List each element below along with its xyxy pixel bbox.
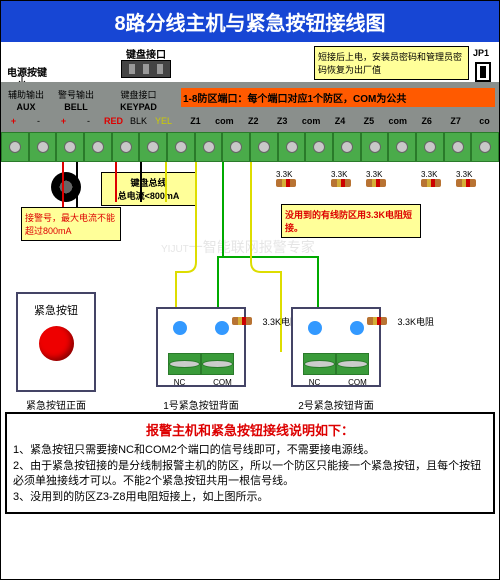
nc-label: NC bbox=[158, 378, 201, 387]
bell-section-label: 警号输出 bbox=[51, 88, 101, 101]
com2: com bbox=[297, 116, 326, 126]
emergency-button-front: 紧急按钮 bbox=[16, 292, 96, 392]
keypad-port-connector bbox=[121, 60, 171, 78]
red-button-icon bbox=[39, 326, 74, 361]
front-caption: 紧急按钮正面 bbox=[16, 397, 96, 412]
keypad-bus-note: 键盘总线 总电流<800mA bbox=[101, 172, 196, 206]
watermark: YIJUT一智能联网报警专家 bbox=[161, 237, 315, 257]
aux-section-label: 辅助输出 bbox=[1, 88, 51, 101]
z2: Z2 bbox=[239, 116, 268, 126]
aux-plus: + bbox=[1, 116, 26, 126]
com1: com bbox=[210, 116, 239, 126]
footer-item: 1、紧急按钮只需要接NC和COM2个端口的信号线即可，不需要接电源线。 bbox=[13, 443, 487, 457]
speaker-icon bbox=[51, 172, 81, 202]
zone-banner: 1-8防区端口：每个端口对应1个防区，COM为公共 bbox=[181, 88, 495, 107]
back2-caption: 2号紧急按钮背面 bbox=[286, 397, 386, 412]
bell-current-note: 接警号，最大电流不能超过800mA bbox=[21, 207, 121, 241]
z6: Z6 bbox=[412, 116, 441, 126]
kp-red: RED bbox=[101, 116, 126, 126]
com3: com bbox=[383, 116, 412, 126]
com-label: COM bbox=[201, 378, 244, 387]
pcb-board-area: 电源按键 键盘接口 短接后上电，安装员密码和管理员密码恢复为出厂值 JP1 1-… bbox=[1, 42, 499, 237]
footer-item: 3、没用到的防区Z3-Z8用电阻短接上，如上图所示。 bbox=[13, 490, 487, 504]
bell-minus: - bbox=[76, 116, 101, 126]
button-back-1: 3.3K电阻 NCCOM bbox=[156, 307, 246, 387]
z4: Z4 bbox=[326, 116, 355, 126]
kp-yel: YEL bbox=[151, 116, 176, 126]
back1-caption: 1号紧急按钮背面 bbox=[151, 397, 251, 412]
screw-icon bbox=[308, 321, 322, 335]
jp1-jumper bbox=[475, 62, 491, 82]
resistor-icon bbox=[232, 317, 252, 325]
com-label: COM bbox=[336, 378, 379, 387]
diagram-title: 8路分线主机与紧急按钮接线图 bbox=[1, 1, 499, 42]
power-key-label: 电源按键 bbox=[7, 64, 47, 79]
jp1-label: JP1 bbox=[473, 48, 489, 58]
z7: Z7 bbox=[441, 116, 470, 126]
keypad-section-label: 键盘接口 bbox=[101, 88, 176, 101]
resistor-z3: 3.3K bbox=[276, 170, 296, 189]
bell-plus: + bbox=[51, 116, 76, 126]
keypad-dev-label: KEYPAD bbox=[101, 102, 176, 112]
footer-item: 2、由于紧急按钮接的是分线制报警主机的防区，所以一个防区只能接一个紧急按钮，且每… bbox=[13, 459, 487, 488]
unused-zone-note: 没用到的有线防区用3.3K电阻短接。 bbox=[281, 204, 421, 238]
resistor-z5: 3.3K bbox=[366, 170, 386, 189]
resistor-z6: 3.3K bbox=[421, 170, 441, 189]
footer-title: 报警主机和紧急按钮接线说明如下： bbox=[13, 420, 487, 439]
wiring-area: YIJUT一智能联网报警专家 紧急按钮 紧急按钮正面 3.3K电阻 NCCOM … bbox=[1, 237, 499, 412]
emerg-label: 紧急按钮 bbox=[18, 302, 94, 318]
bell-dev-label: BELL bbox=[51, 102, 101, 112]
resistor-z7: 3.3K bbox=[456, 170, 476, 189]
screw-icon bbox=[173, 321, 187, 335]
screw-icon bbox=[215, 321, 229, 335]
com4: co bbox=[470, 116, 499, 126]
resistor-tag-2: 3.3K电阻 bbox=[397, 315, 434, 328]
screw-icon bbox=[350, 321, 364, 335]
resistor-icon bbox=[367, 317, 387, 325]
aux-dev-label: AUX bbox=[1, 102, 51, 112]
kp-blk: BLK bbox=[126, 116, 151, 126]
keypad-port-label: 键盘接口 bbox=[126, 46, 166, 61]
z3: Z3 bbox=[268, 116, 297, 126]
terminal-strip bbox=[1, 132, 499, 162]
jp1-note: 短接后上电，安装员密码和管理员密码恢复为出厂值 bbox=[314, 46, 469, 80]
nc-label: NC bbox=[293, 378, 336, 387]
z5: Z5 bbox=[354, 116, 383, 126]
resistor-z4: 3.3K bbox=[331, 170, 351, 189]
aux-minus: - bbox=[26, 116, 51, 126]
z1: Z1 bbox=[181, 116, 210, 126]
footer-notes: 报警主机和紧急按钮接线说明如下： 1、紧急按钮只需要接NC和COM2个端口的信号… bbox=[5, 412, 495, 514]
button-back-2: 3.3K电阻 NCCOM bbox=[291, 307, 381, 387]
